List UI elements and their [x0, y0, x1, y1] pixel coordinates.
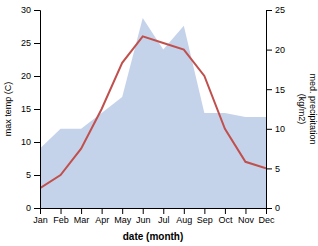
tick-mark	[34, 76, 40, 77]
line	[40, 36, 266, 188]
y2-axis-title-line: (kg/m2)	[297, 94, 307, 125]
tick-mark	[266, 129, 272, 130]
tick-mark	[81, 208, 82, 214]
tick-mark	[163, 208, 164, 214]
tick: Jul	[158, 208, 170, 225]
tick-mark	[34, 208, 40, 209]
y-axis: 0 5 10 15 20 25 30	[21, 5, 41, 213]
tick-label: 30	[21, 5, 31, 15]
tick-mark	[143, 208, 144, 214]
tick-mark	[34, 175, 40, 176]
tick-label: Jul	[158, 215, 170, 225]
tick: 20	[21, 71, 40, 81]
chart: JanFebMarAprMayJunJulAugSepOctNovDec0510…	[0, 0, 318, 246]
tick: Jan	[33, 208, 48, 225]
tick: 0	[26, 203, 40, 213]
tick: Apr	[95, 208, 109, 225]
tick: 0	[266, 203, 280, 213]
x-axis-title: date (month)	[123, 231, 184, 242]
y2-axis-title: med. precipitation(kg/m2)	[297, 73, 318, 144]
tick: 10	[266, 124, 285, 134]
tick: 15	[21, 104, 40, 114]
tick-mark	[266, 10, 272, 11]
tick-mark	[245, 208, 246, 214]
tick-label: Dec	[258, 215, 275, 225]
tick-mark	[184, 208, 185, 214]
tick-label: May	[114, 215, 132, 225]
marks	[40, 18, 266, 208]
tick: Feb	[53, 208, 69, 225]
plot: JanFebMarAprMayJunJulAugSepOctNovDec0510…	[21, 5, 285, 225]
tick-label: Sep	[197, 215, 213, 225]
tick: 5	[26, 170, 40, 180]
tick-mark	[122, 208, 123, 214]
tick: Nov	[238, 208, 255, 225]
tick-mark	[102, 208, 103, 214]
tick-label: 25	[21, 38, 31, 48]
tick-mark	[34, 10, 40, 11]
tick-label: Jun	[136, 215, 151, 225]
tick-mark	[34, 142, 40, 143]
tick: 10	[21, 137, 40, 147]
tick-label: Jan	[33, 215, 48, 225]
tick-label: 20	[21, 71, 31, 81]
tick-label: 5	[26, 170, 31, 180]
tick: Jun	[136, 208, 151, 225]
tick-label: 5	[275, 164, 280, 174]
y-axis-title: max temp (C)	[3, 82, 13, 137]
y2-axis-title-line: med. precipitation	[308, 73, 318, 144]
axis-line	[34, 11, 41, 209]
tick: Dec	[258, 208, 275, 225]
tick-mark	[266, 89, 272, 90]
tick: 20	[266, 45, 285, 55]
tick: Sep	[197, 208, 213, 225]
tick-label: 20	[275, 45, 285, 55]
tick: Mar	[74, 208, 90, 225]
tick: May	[114, 208, 132, 225]
tick-mark	[34, 109, 40, 110]
tick: Aug	[176, 208, 192, 225]
tick-label: Nov	[238, 215, 255, 225]
x-axis: Jan Feb Mar Apr May Jun Jul Aug Sep Oct NovDec	[33, 208, 275, 225]
tick: 15	[266, 85, 285, 95]
axis-line	[41, 209, 267, 215]
tick-label: 0	[26, 203, 31, 213]
tick: 25	[21, 38, 40, 48]
tick-mark	[34, 43, 40, 44]
tick-label: Feb	[53, 215, 69, 225]
tick: 25	[266, 5, 285, 15]
tick-mark	[61, 208, 62, 214]
tick-label: 15	[275, 85, 285, 95]
tick-label: Apr	[95, 215, 109, 225]
tick: 5	[266, 164, 280, 174]
tick-label: Aug	[176, 215, 192, 225]
tick-mark	[266, 208, 272, 209]
area	[40, 18, 266, 208]
tick: 30	[21, 5, 40, 15]
tick-label: Mar	[74, 215, 90, 225]
tick-mark	[266, 168, 272, 169]
tick-label: 0	[275, 203, 280, 213]
tick-label: 10	[275, 124, 285, 134]
tick-label: 15	[21, 104, 31, 114]
tick-label: Oct	[218, 215, 233, 225]
tick-mark	[225, 208, 226, 214]
tick-label: 25	[275, 5, 285, 15]
tick-label: 10	[21, 137, 31, 147]
tick-mark	[204, 208, 205, 214]
tick: Oct	[218, 208, 233, 225]
y2-axis: 0 5 10 15 20 25	[266, 5, 285, 213]
axis-line	[267, 11, 273, 209]
tick-mark	[266, 50, 272, 51]
